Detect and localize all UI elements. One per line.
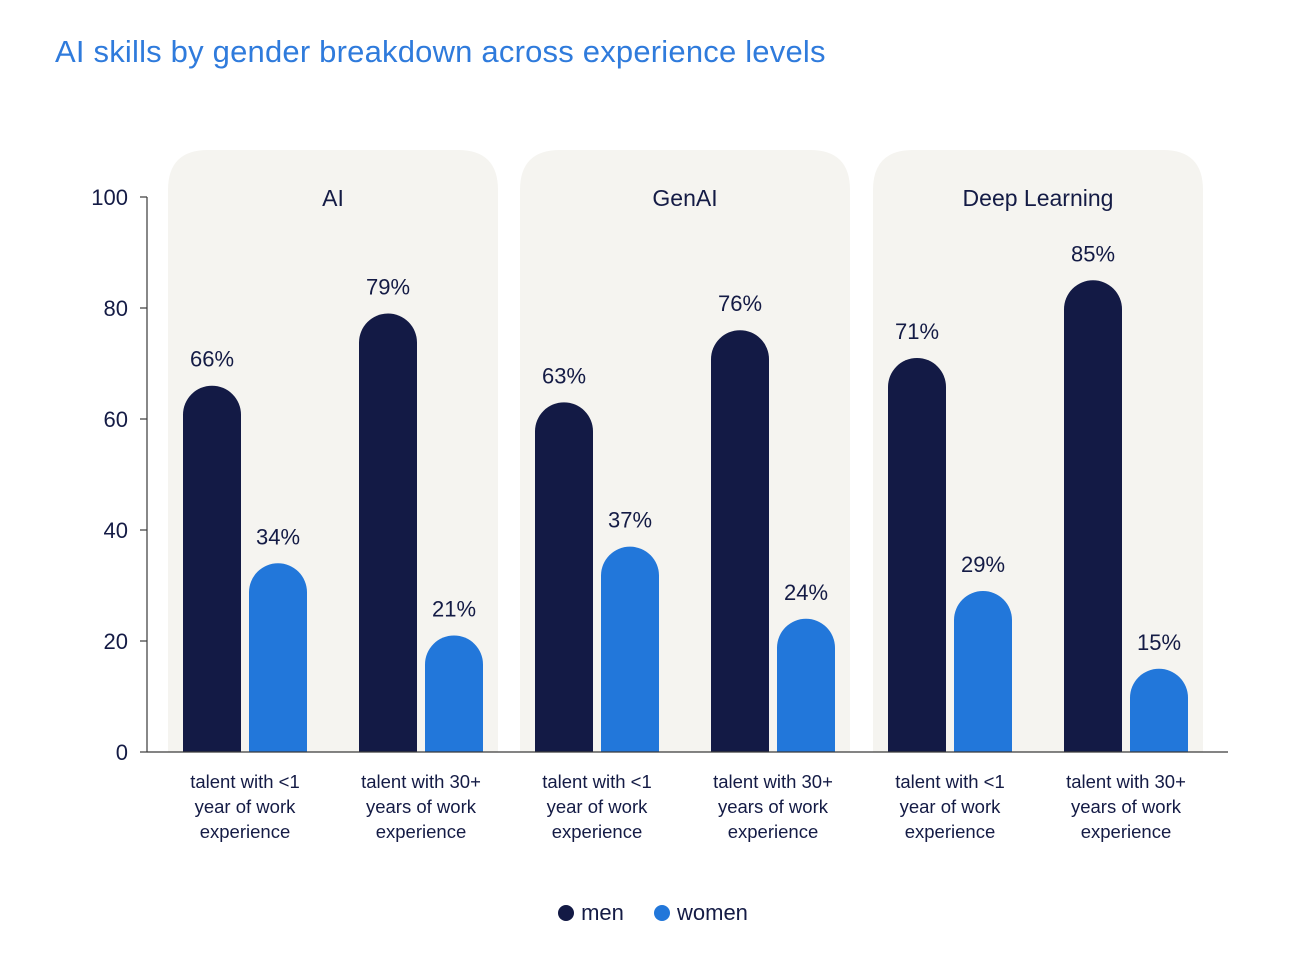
y-tick-label: 0 (116, 740, 128, 765)
legend: men women (0, 900, 1306, 927)
y-tick-label: 40 (104, 518, 128, 543)
x-tick-label: talent with 30+ (361, 771, 481, 792)
data-label-men: 63% (542, 363, 586, 388)
legend-label-women: women (677, 900, 748, 925)
bar-men (535, 402, 593, 752)
x-tick-label: year of work (547, 796, 649, 817)
bar-men (183, 385, 241, 752)
x-tick-label: years of work (718, 796, 829, 817)
data-label-men: 66% (190, 347, 234, 372)
chart-title: AI skills by gender breakdown across exp… (55, 34, 826, 69)
x-tick-label: talent with 30+ (713, 771, 833, 792)
data-label-women: 29% (961, 552, 1005, 577)
x-tick-label: years of work (1071, 796, 1182, 817)
y-tick-label: 60 (104, 407, 128, 432)
bar-men (888, 357, 946, 752)
bar-women (249, 563, 307, 752)
bar-women (425, 635, 483, 752)
x-tick-label: talent with <1 (895, 771, 1005, 792)
legend-label-men: men (581, 900, 624, 925)
x-tick-label: experience (1081, 821, 1172, 842)
data-label-women: 37% (608, 508, 652, 533)
legend-item-women: women (654, 900, 748, 926)
data-label-women: 15% (1137, 630, 1181, 655)
x-tick-label: talent with 30+ (1066, 771, 1186, 792)
legend-swatch-women (654, 905, 670, 921)
data-label-men: 71% (895, 319, 939, 344)
x-tick-label: talent with <1 (542, 771, 652, 792)
bar-chart: AI GenAI Deep Learning 0 20 40 60 80 100 66% 34% ta… (91, 150, 1228, 842)
data-label-men: 76% (718, 291, 762, 316)
x-tick-label: talent with <1 (190, 771, 300, 792)
y-tick-label: 20 (104, 629, 128, 654)
x-tick-label: experience (376, 821, 467, 842)
panel-title-genai: GenAI (652, 185, 717, 211)
legend-item-men: men (558, 900, 624, 926)
x-tick-label: experience (905, 821, 996, 842)
bar-men (359, 313, 417, 752)
bar-men (711, 330, 769, 752)
y-tick-label: 100 (91, 185, 128, 210)
bar-women (1130, 668, 1188, 752)
legend-swatch-men (558, 905, 575, 921)
data-label-men: 85% (1071, 241, 1115, 266)
data-label-men: 79% (366, 275, 410, 300)
data-label-women: 34% (256, 524, 300, 549)
x-tick-label: experience (200, 821, 291, 842)
panel-title-deep-learning: Deep Learning (963, 185, 1114, 211)
panel-title-ai: AI (322, 185, 344, 211)
bar-men (1064, 280, 1122, 752)
x-tick-label: experience (552, 821, 643, 842)
x-tick-label: year of work (900, 796, 1002, 817)
x-tick-label: experience (728, 821, 819, 842)
x-tick-label: year of work (195, 796, 297, 817)
x-tick-label: years of work (366, 796, 477, 817)
bar-women (601, 546, 659, 752)
bar-women (954, 591, 1012, 752)
data-label-women: 24% (784, 580, 828, 605)
data-label-women: 21% (432, 596, 476, 621)
bar-women (777, 618, 835, 752)
y-tick-label: 80 (104, 296, 128, 321)
